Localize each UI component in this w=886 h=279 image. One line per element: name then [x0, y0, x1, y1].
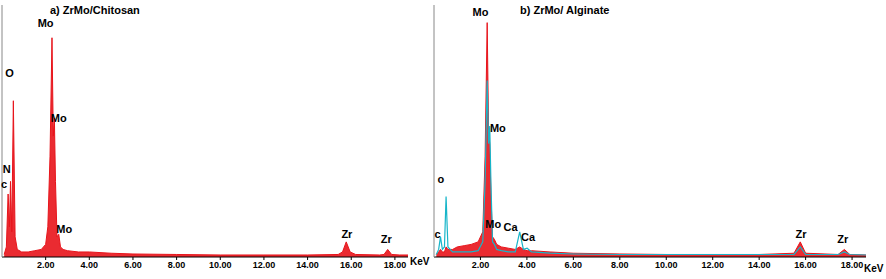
svg-text:Mo: Mo	[56, 223, 72, 235]
svg-text:14.00: 14.00	[296, 260, 319, 270]
html-text:KeV: KeV	[410, 256, 430, 267]
svg-text:Zr: Zr	[837, 233, 849, 245]
svg-text:12.00: 12.00	[253, 260, 276, 270]
html-text:KeV: KeV	[864, 263, 884, 274]
svg-text:Ca: Ca	[504, 221, 519, 233]
svg-text:14.00: 14.00	[748, 260, 771, 270]
svg-text:16.00: 16.00	[794, 260, 817, 270]
svg-text:8.00: 8.00	[611, 260, 629, 270]
html-text:a) ZrMo/Chitosan: a) ZrMo/Chitosan	[50, 4, 140, 16]
svg-text:18.00: 18.00	[841, 260, 864, 270]
svg-text:O: O	[8, 67, 14, 79]
svg-text:2.00: 2.00	[37, 260, 55, 270]
svg-text:Zr: Zr	[381, 233, 393, 245]
svg-text:10.00: 10.00	[655, 260, 678, 270]
svg-text:6.00: 6.00	[124, 260, 142, 270]
svg-text:o: o	[438, 173, 445, 185]
svg-text:Zr: Zr	[341, 228, 353, 240]
svg-text:Ca: Ca	[521, 231, 536, 243]
svg-text:16.00: 16.00	[340, 260, 363, 270]
svg-text:18.00: 18.00	[384, 260, 407, 270]
svg-text:N: N	[8, 163, 11, 175]
svg-text:10.00: 10.00	[209, 260, 232, 270]
svg-text:12.00: 12.00	[701, 260, 724, 270]
html-text:b) ZrMo/ Alginate: b) ZrMo/ Alginate	[520, 4, 610, 16]
svg-text:Mo: Mo	[51, 112, 67, 124]
svg-text:2.00: 2.00	[472, 260, 490, 270]
svg-text:Mo: Mo	[490, 122, 506, 134]
svg-text:6.00: 6.00	[565, 260, 583, 270]
svg-text:8.00: 8.00	[168, 260, 186, 270]
svg-text:Zr: Zr	[795, 228, 807, 240]
svg-text:4.00: 4.00	[518, 260, 536, 270]
svg-text:c: c	[434, 228, 440, 240]
svg-text:Mo: Mo	[473, 6, 489, 18]
svg-text:Mo: Mo	[38, 17, 54, 29]
svg-text:4.00: 4.00	[81, 260, 99, 270]
svg-text:Mo: Mo	[485, 218, 501, 230]
